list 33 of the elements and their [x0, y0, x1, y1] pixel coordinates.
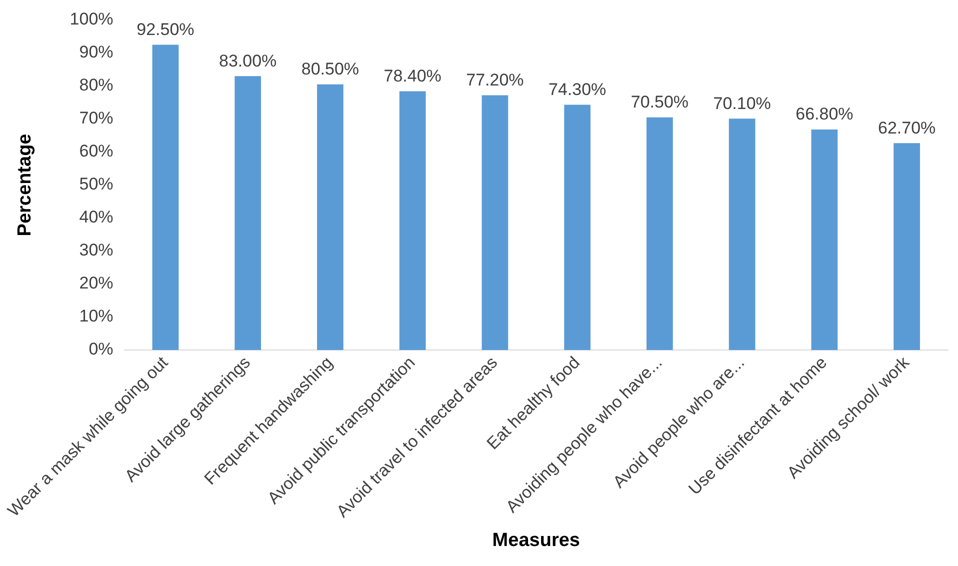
y-axis-title: Percentage [14, 134, 36, 236]
bar [811, 130, 838, 350]
y-tick-label: 30% [79, 240, 114, 260]
data-label: 62.70% [878, 118, 936, 138]
bar [728, 118, 756, 350]
y-tick-label: 90% [79, 42, 114, 62]
bar [646, 117, 673, 350]
y-tick-label: 100% [70, 10, 114, 29]
bar [482, 95, 508, 350]
bar [152, 44, 179, 350]
y-tick-label: 40% [79, 208, 114, 227]
data-label: 74.30% [548, 80, 606, 99]
y-tick-label: 50% [79, 174, 114, 194]
data-label: 92.50% [136, 20, 194, 39]
bar [234, 76, 262, 350]
y-tick-label: 20% [79, 274, 114, 293]
bar [399, 91, 426, 350]
y-tick-label: 10% [79, 306, 114, 326]
data-label: 80.50% [301, 60, 360, 79]
data-label: 78.40% [384, 66, 442, 86]
bar [317, 84, 344, 350]
y-tick-label: 80% [79, 76, 114, 95]
bar [564, 104, 591, 350]
y-tick-label: 70% [79, 108, 114, 128]
data-label: 70.50% [630, 92, 689, 112]
y-tick-label: 60% [79, 142, 114, 161]
bar [894, 143, 920, 350]
data-label: 66.80% [796, 104, 854, 124]
y-tick-label: 0% [88, 340, 114, 359]
data-label: 70.10% [713, 94, 771, 113]
x-axis-title: Measures [492, 530, 580, 551]
data-label: 83.00% [219, 51, 277, 70]
data-label: 77.20% [466, 70, 524, 90]
